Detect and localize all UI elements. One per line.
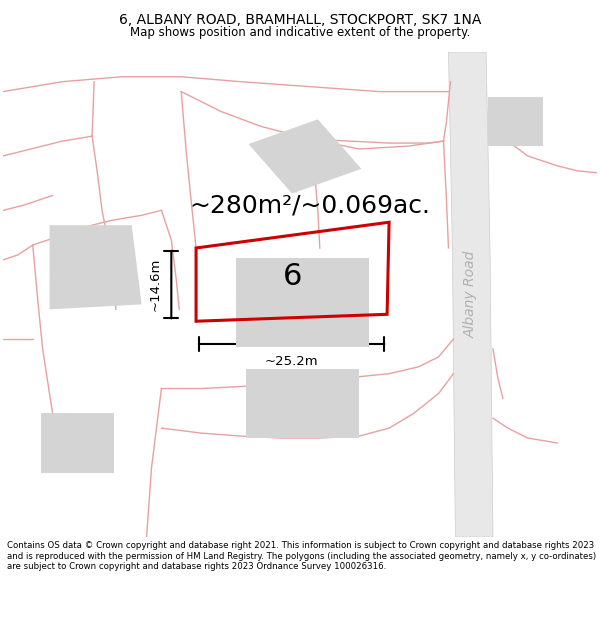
Polygon shape: [41, 413, 114, 472]
Polygon shape: [50, 225, 142, 309]
Text: ~280m²/~0.069ac.: ~280m²/~0.069ac.: [190, 193, 430, 218]
Text: 6: 6: [283, 262, 302, 291]
Text: Contains OS data © Crown copyright and database right 2021. This information is : Contains OS data © Crown copyright and d…: [7, 541, 596, 571]
Polygon shape: [236, 258, 369, 347]
Text: Map shows position and indicative extent of the property.: Map shows position and indicative extent…: [130, 26, 470, 39]
Text: ~14.6m: ~14.6m: [149, 258, 162, 311]
Text: Albany Road: Albany Road: [463, 251, 477, 338]
Polygon shape: [448, 52, 493, 537]
Polygon shape: [248, 119, 361, 194]
Text: 6, ALBANY ROAD, BRAMHALL, STOCKPORT, SK7 1NA: 6, ALBANY ROAD, BRAMHALL, STOCKPORT, SK7…: [119, 13, 481, 27]
Text: ~25.2m: ~25.2m: [265, 355, 319, 368]
Polygon shape: [245, 369, 359, 438]
Polygon shape: [488, 96, 542, 146]
